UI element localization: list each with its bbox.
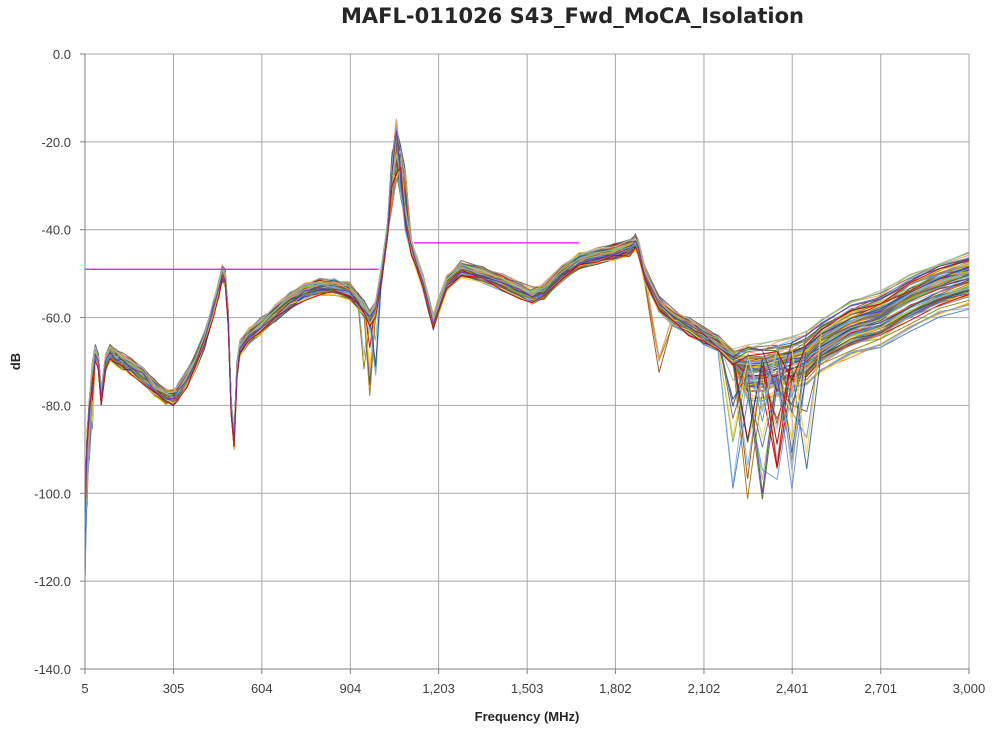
x-tick-label: 604	[251, 681, 273, 696]
axes	[80, 53, 970, 674]
y-tick-label: -120.0	[34, 574, 71, 589]
data-traces	[84, 118, 970, 583]
x-tick-label: 1,503	[511, 681, 544, 696]
x-tick-label: 1,203	[422, 681, 455, 696]
limit-lines	[85, 242, 580, 270]
chart-title: MAFL-011026 S43_Fwd_MoCA_Isolation	[341, 4, 804, 28]
y-axis-title: dB	[8, 353, 23, 370]
x-tick-label: 5	[81, 681, 88, 696]
x-axis-title: Frequency (MHz)	[475, 709, 580, 724]
x-tick-label: 305	[163, 681, 185, 696]
y-tick-label: -60.0	[41, 311, 71, 326]
tick-labels: 5 305 604 904 1,203 1,503 1,802 2,102 2,401 2,701…	[34, 47, 985, 696]
data-trace	[84, 130, 970, 516]
y-tick-label: 0.0	[53, 47, 71, 62]
y-tick-label: -80.0	[41, 398, 71, 413]
y-tick-label: -40.0	[41, 223, 71, 238]
x-tick-label: 3,000	[953, 681, 986, 696]
x-tick-label: 2,701	[864, 681, 897, 696]
y-tick-label: -20.0	[41, 135, 71, 150]
x-tick-label: 904	[339, 681, 361, 696]
x-tick-label: 2,102	[688, 681, 721, 696]
x-tick-label: 1,802	[599, 681, 632, 696]
data-trace	[84, 165, 970, 523]
y-tick-label: -140.0	[34, 662, 71, 677]
y-tick-label: -100.0	[34, 486, 71, 501]
x-tick-label: 2,401	[776, 681, 809, 696]
